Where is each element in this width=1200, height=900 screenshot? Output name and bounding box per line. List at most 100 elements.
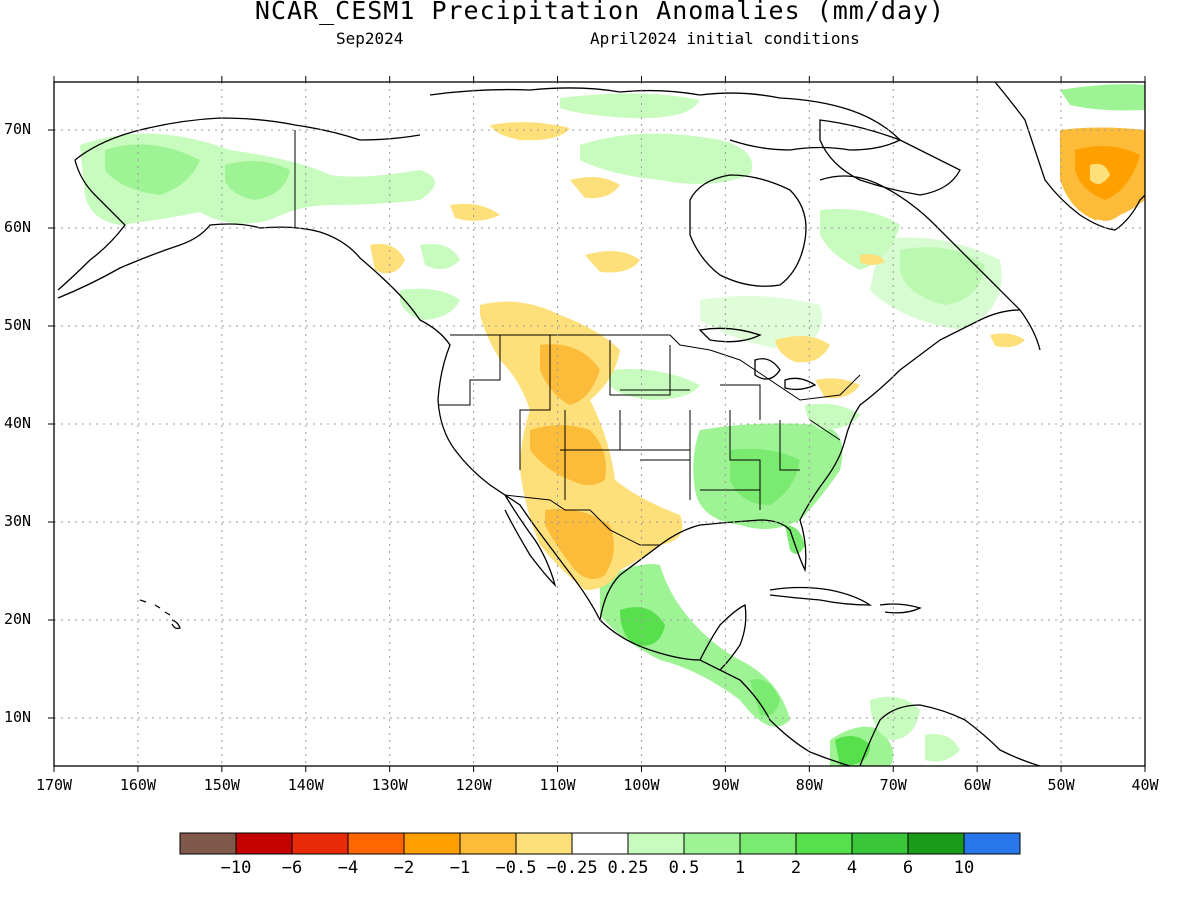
colorbar-swatch [571,832,629,855]
coastline-baffin [819,119,961,196]
coastlines [57,82,1145,766]
coastline-south-america [859,704,1041,766]
colorbar-swatch [515,832,573,855]
anomaly-dry-greenland-south [1095,203,1120,221]
colorbar-label: −2 [393,858,415,878]
lon-label: 130W [371,776,408,794]
anomaly-dry-colorado [530,425,606,485]
colorbar-swatch [459,832,517,855]
lon-label: 50W [1047,776,1075,794]
anomaly-wet-prairie-small [420,244,460,269]
lon-label: 70W [879,776,907,794]
coastline-alaska-west [57,159,126,291]
anomaly-dry-arctic [490,122,570,141]
map-title: NCAR_CESM1 Precipitation Anomalies (mm/d… [254,0,946,25]
anomaly-dry-ontario [775,336,830,363]
colorbar-swatch [403,832,461,855]
lat-label: 10N [4,708,32,726]
coastline-gulf-east [599,309,1021,621]
borders [294,130,861,546]
colorbar-swatch [851,832,909,855]
anomaly-wet-ontario [700,296,822,350]
anomaly-wet-central-america [750,679,780,716]
lon-label: 100W [623,776,660,794]
initial-conditions: April2024 initial conditions [590,29,860,48]
colorbar-swatch [179,832,237,855]
colorbar-label: 0.5 [668,858,700,878]
lon-label: 40W [1131,776,1159,794]
colorbar [179,832,1021,855]
coastline-hawaii [139,599,181,630]
anomaly-wet-mexico-core [620,607,665,646]
colorbar-label: −10 [220,858,252,878]
colorbar-swatch [739,832,797,855]
anomaly-wet-quebec-light [870,237,1002,330]
colorbar-swatch [795,832,853,855]
colorbar-swatch [627,832,685,855]
lat-label: 20N [4,610,32,628]
lon-label: 120W [455,776,492,794]
colorbar-label: 1 [734,858,746,878]
anomaly-wet-alaska-core [105,144,200,195]
anomaly-wet-alaska-east [225,161,290,200]
colorbar-label: −4 [337,858,359,878]
anomaly-dry-labrador [860,254,885,265]
anomaly-dry-bc [370,244,405,274]
anomaly-dry-newfoundland [990,333,1025,348]
anomaly-wet-south-america-core [835,736,870,766]
anomaly-dry-rockies [540,344,600,405]
lat-label: 70N [4,120,32,138]
lon-label: 90W [711,776,739,794]
anomaly-dry-maritimes [815,378,860,399]
axis-ticks [48,76,1146,772]
lon-label: 150W [203,776,240,794]
colorbar-swatch [963,832,1021,855]
colorbar-label: −0.5 [495,858,537,878]
coastline-baja [504,494,557,588]
anomaly-wet-mexico [600,564,790,727]
colorbar-swatch [683,832,741,855]
lat-label: 50N [4,316,32,334]
colorbar-label: −0.25 [546,858,598,878]
anomaly-dry-greenland-center [1090,163,1110,184]
anomaly-wet-northeast [805,403,860,430]
anomaly-dry-mexico [545,509,614,579]
coastline-hudson-bay [689,174,807,287]
lon-label: 60W [963,776,991,794]
coastline-yucatan [699,604,747,671]
coastline-cuba [769,586,873,606]
colorbar-swatch [291,832,349,855]
anomaly-wet-midwest [610,369,700,400]
lat-label: 40N [4,414,32,432]
border-us-states [438,335,841,510]
lon-label: 80W [795,776,823,794]
colorbar-label: 2 [790,858,802,878]
lon-label: 140W [287,776,324,794]
colorbar-swatch [907,832,965,855]
colorbar-label: −6 [281,858,303,878]
anomaly-wet-florida [785,525,805,554]
lon-label: 160W [119,776,156,794]
colorbar-label: 6 [902,858,914,878]
anomaly-wet-guyana [925,734,960,762]
graticule [54,82,1145,766]
colorbar-label: 10 [953,858,975,878]
coastline-arctic-islands [429,87,902,151]
anomaly-dry-north [450,203,500,221]
lon-label: 170W [35,776,73,794]
coastline-west [57,223,851,766]
anomaly-dry-nunavut [570,176,620,199]
coastline-greenland [994,82,1145,231]
coastline-great-lakes [698,327,817,391]
anomaly-fields [80,84,1145,766]
coastline-hispaniola [879,603,922,614]
coastline-alaska-north [74,117,421,161]
colorbar-swatch [347,832,405,855]
lon-label: 110W [539,776,576,794]
anomaly-dry-manitoba [585,251,640,273]
colorbar-label: −1 [449,858,471,878]
border-us-canada [450,334,861,401]
colorbar-swatch [235,832,293,855]
lat-label: 60N [4,218,32,236]
